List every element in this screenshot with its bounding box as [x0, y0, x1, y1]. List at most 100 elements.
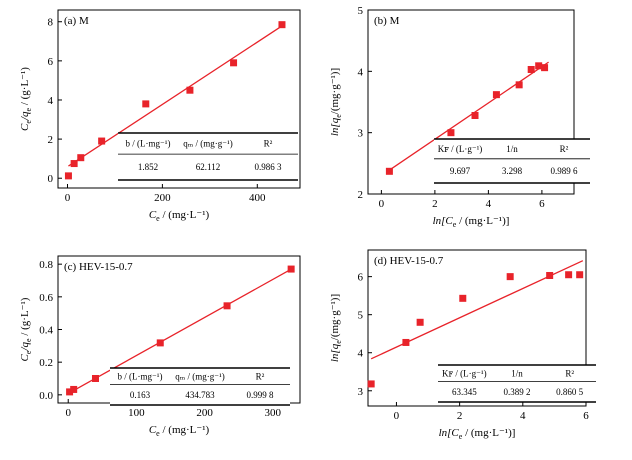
x-tick-label: 100 — [128, 407, 145, 419]
panel-title: (c) HEV-15-0.7 — [64, 261, 133, 273]
data-point — [77, 154, 85, 162]
x-axis-label-unit: / (mg·L⁻¹) — [160, 424, 210, 436]
table-header-cell: Kꜰ / (L·g⁻¹) — [442, 368, 487, 378]
plot-frame — [57, 9, 301, 189]
data-point — [527, 65, 535, 73]
y-axis-label-main: ln[q — [329, 343, 341, 362]
table-value-cell: 62.112 — [196, 162, 220, 172]
data-point — [576, 271, 584, 279]
data-point — [471, 111, 479, 119]
table-value-cell: 0.389 2 — [504, 387, 531, 397]
y-axis-label: Ce/qe / (g·L⁻¹) — [19, 67, 33, 131]
panel-title: (a) M — [64, 15, 89, 27]
chart-panel-d: 0 2 4 6 3 4 5 6 (d) HEV-15-0.7 ln[Ce / (mg·L⁻¹)] l… — [316, 230, 632, 460]
table-header-cell: 1/n — [506, 144, 518, 154]
data-point — [402, 338, 410, 346]
table-value-cell: 0.999 8 — [247, 390, 275, 400]
data-point — [459, 294, 467, 302]
x-axis-label-unit: / (mg·L⁻¹) — [160, 209, 210, 221]
fit-line — [386, 61, 549, 173]
x-axis-label-main: ln[C — [433, 215, 454, 227]
x-tick-label: 200 — [196, 407, 213, 419]
y-tick-label: 0.8 — [39, 259, 53, 271]
table-value-cell: 9.697 — [450, 166, 471, 176]
table-header-cell: R² — [256, 371, 265, 381]
x-axis-label: Ce / (mg·L⁻¹) — [149, 424, 210, 438]
y-axis-label: ln[qe/(mg·g⁻¹)] — [329, 294, 343, 362]
data-point — [546, 271, 554, 279]
table-header-cell: R² — [264, 139, 273, 149]
x-axis-label-sub: e — [453, 220, 457, 229]
x-axis-label-unit: / (mg·L⁻¹)] — [462, 427, 515, 439]
y-tick-label: 3 — [358, 386, 364, 398]
data-point — [91, 375, 99, 382]
y-tick-label: 4 — [48, 95, 54, 107]
data-point — [223, 302, 231, 310]
chart-panel-a: 0 200 400 0 2 4 6 8 (a) M Ce / (mg·L⁻¹) Ce/qe / (g… — [0, 0, 316, 230]
table-header-cell: R² — [565, 368, 574, 378]
data-point — [447, 129, 455, 137]
y-axis-label-unit: / (g·L⁻¹) — [19, 67, 31, 108]
data-point — [98, 137, 106, 145]
y-tick-label: 3 — [358, 128, 364, 140]
y-axis-label-main: C — [19, 353, 31, 361]
table-background — [438, 365, 596, 402]
x-axis-label-main: C — [149, 209, 157, 221]
y-tick-label: 4 — [358, 348, 364, 360]
table-header-cell: 1/n — [511, 368, 523, 378]
data-point — [367, 380, 375, 388]
table-value-cell: 3.298 — [502, 166, 523, 176]
y-tick-label: 4 — [358, 66, 364, 78]
x-axis-label-main: ln[C — [439, 427, 460, 439]
y-axis-label: ln[qe/(mg·g⁻¹)] — [329, 68, 343, 136]
x-tick-label: 6 — [539, 198, 545, 210]
table-value-cell: 434.783 — [185, 390, 215, 400]
x-axis-label: ln[Ce / (mg·L⁻¹)] — [433, 215, 510, 229]
y-axis-label-sub2: e — [24, 338, 33, 342]
y-tick-label: 6 — [48, 56, 54, 68]
chart-panel-c: 0 100 200 300 0.0 0.2 0.4 0.6 0.8 (c) HEV-15-0.7 C… — [0, 230, 316, 460]
table-value-cell: 0.860 5 — [556, 387, 584, 397]
table-value-cell: 63.345 — [452, 387, 477, 397]
y-axis-label-sub: e — [24, 350, 33, 354]
data-point — [535, 62, 543, 70]
x-tick-label: 4 — [486, 198, 492, 210]
y-axis-label-unit: /(mg·g⁻¹)] — [329, 294, 341, 340]
x-axis-label-sub: e — [459, 432, 463, 441]
table-value-cell: 0.163 — [130, 390, 151, 400]
table-background — [118, 133, 298, 180]
y-tick-label: 0 — [48, 173, 54, 185]
x-axis-label-sub: e — [156, 429, 160, 438]
x-tick-label: 2 — [432, 198, 438, 210]
y-axis-label-sub: e — [334, 340, 343, 344]
plot-frame — [367, 9, 575, 195]
table-header-cell: qₘ / (mg·g⁻¹) — [183, 139, 232, 149]
y-tick-label: 0.6 — [39, 292, 53, 304]
y-tick-label: 0.4 — [39, 325, 53, 337]
y-axis-label-unit: /(mg·g⁻¹)] — [329, 68, 341, 114]
data-point — [506, 273, 514, 281]
table-header-cell: b / (L·mg⁻¹) — [126, 139, 171, 149]
data-point — [287, 265, 295, 273]
x-tick-label: 4 — [520, 410, 526, 422]
x-axis-label-sub: e — [156, 214, 160, 223]
x-tick-label: 400 — [249, 192, 266, 204]
table-value-cell: 0.989 6 — [551, 166, 579, 176]
data-point — [186, 86, 194, 94]
data-point — [64, 172, 72, 180]
data-point — [142, 100, 150, 108]
y-tick-label: 6 — [358, 272, 364, 284]
table-background — [434, 139, 590, 183]
y-tick-label: 2 — [48, 134, 54, 146]
x-tick-label: 0 — [379, 198, 385, 210]
table-header-cell: R² — [560, 144, 569, 154]
table-background — [110, 368, 290, 405]
y-axis-label-mid: /q — [19, 341, 31, 351]
x-tick-label: 300 — [264, 407, 281, 419]
x-axis-label-unit: / (mg·L⁻¹)] — [456, 215, 509, 227]
y-tick-label: 2 — [358, 189, 364, 201]
data-point — [66, 388, 74, 396]
data-point — [565, 271, 573, 279]
